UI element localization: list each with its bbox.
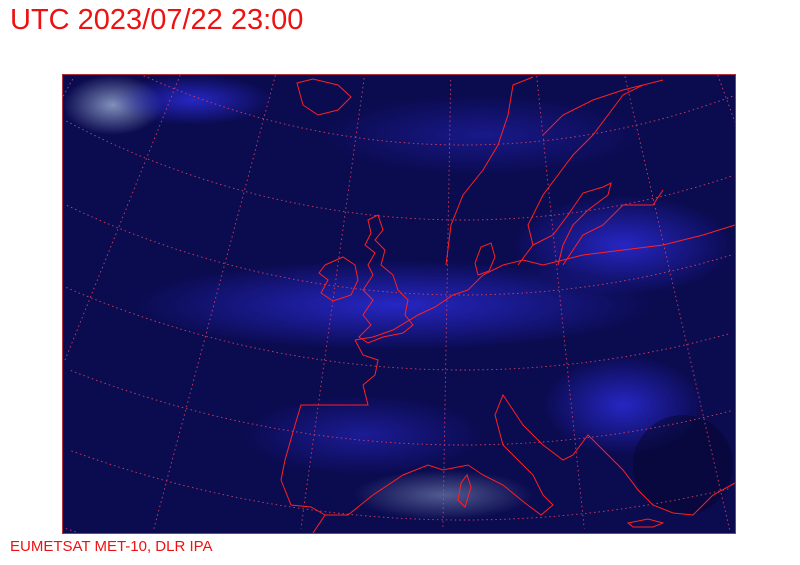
data-source-credit: EUMETSAT MET-10, DLR IPA [10, 538, 213, 555]
graticule-meridian [442, 79, 452, 530]
coastline-iceland-faroe [296, 78, 352, 116]
coastline-great-britain [358, 214, 414, 344]
timestamp-title: UTC 2023/07/22 23:00 [10, 4, 304, 36]
graticule-meridian [63, 78, 74, 97]
graticule-parallel [66, 204, 733, 296]
graticule-parallel [65, 528, 77, 533]
graticule-meridian [153, 75, 276, 530]
coastline-scandinavia [445, 76, 644, 266]
coastline-mainland-europe [280, 224, 735, 533]
graticule-parallel [66, 287, 730, 371]
graticule-meridian [624, 76, 731, 530]
coastline-corsica-sardinia [457, 473, 472, 508]
coastlines [280, 76, 735, 533]
coastline-crete [626, 518, 665, 528]
map-canvas [63, 75, 735, 533]
graticule [63, 75, 735, 533]
graticule-meridian [300, 78, 365, 529]
coastline-denmark [474, 242, 496, 276]
satellite-map[interactable] [62, 74, 736, 534]
graticule-meridian [717, 75, 735, 123]
graticule-meridian [536, 76, 585, 529]
coastline-ireland [318, 256, 359, 302]
graticule-parallel [143, 75, 733, 146]
cloud-layer [63, 75, 733, 520]
coastline-baltic [542, 79, 664, 266]
graticule-parallel [66, 120, 732, 221]
